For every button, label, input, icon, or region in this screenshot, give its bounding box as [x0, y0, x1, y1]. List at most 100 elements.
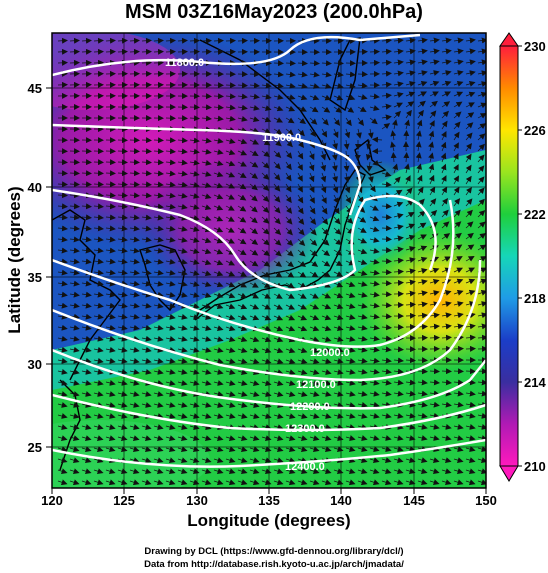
wind-arrow [285, 205, 293, 214]
wind-arrow [308, 150, 315, 161]
wind-arrow [429, 120, 435, 130]
wind-arrow [249, 150, 259, 156]
wind-arrow [129, 192, 140, 199]
wind-arrow [477, 187, 485, 196]
wind-arrow [345, 303, 356, 309]
wind-arrow [81, 236, 92, 243]
wind-arrow [453, 278, 464, 285]
wind-arrow [273, 238, 282, 246]
wind-arrow [369, 280, 380, 287]
wind-arrow [417, 245, 428, 252]
wind-arrow [249, 205, 258, 213]
wind-arrow [141, 346, 152, 353]
wind-arrow [225, 336, 236, 343]
wind-arrow [249, 172, 259, 179]
wind-arrow [129, 380, 140, 386]
wind-arrow [153, 225, 164, 232]
wind-arrow [285, 249, 294, 257]
wind-arrow [440, 163, 447, 174]
wind-arrow [189, 325, 200, 331]
wind-arrow [393, 102, 404, 109]
wind-arrow [453, 164, 459, 174]
wind-arrow [453, 221, 462, 229]
wind-arrow [105, 247, 116, 254]
wind-arrow [393, 59, 404, 66]
wind-arrow [369, 269, 380, 276]
wind-arrow [285, 71, 296, 78]
wind-arrow [453, 267, 464, 274]
wind-arrow [177, 358, 188, 364]
wind-arrow [213, 160, 224, 167]
wind-arrow [201, 182, 212, 188]
wind-arrow [273, 227, 282, 236]
wind-arrow [367, 172, 374, 183]
wind-arrow [453, 59, 464, 66]
wind-arrow [477, 233, 486, 240]
wind-arrow [393, 81, 404, 88]
wind-arrow [369, 258, 380, 265]
wind-arrow [344, 128, 351, 139]
colorbar-scale [499, 45, 519, 467]
wind-arrow [429, 323, 440, 330]
x-tick-label: 135 [258, 493, 280, 508]
wind-arrow [309, 336, 320, 343]
colorbar-tick-label: 222 [524, 207, 546, 222]
wind-arrow [213, 104, 224, 111]
wind-arrow [297, 194, 304, 204]
wind-arrow [165, 280, 176, 287]
colorbar-tick-label: 218 [524, 291, 546, 306]
wind-arrow [225, 358, 236, 365]
wind-arrow [453, 131, 460, 141]
wind-arrow [453, 301, 464, 307]
wind-arrow [57, 346, 68, 353]
wind-arrow [429, 278, 440, 285]
wind-arrow [201, 281, 212, 288]
wind-arrow [273, 82, 284, 89]
wind-arrow [213, 248, 224, 255]
wind-arrow [129, 291, 140, 298]
wind-arrow [177, 292, 188, 298]
wind-arrow [369, 335, 380, 342]
wind-arrow [285, 94, 296, 101]
wind-arrow [453, 198, 461, 207]
wind-arrow [345, 216, 354, 224]
wind-arrow [261, 336, 272, 343]
wind-arrow [177, 203, 188, 210]
wind-arrow [93, 380, 104, 386]
wind-arrow [69, 368, 80, 375]
wind-arrow [393, 213, 404, 219]
wind-arrow [261, 71, 272, 78]
wind-arrow [345, 94, 356, 101]
wind-arrow [201, 369, 212, 375]
wind-arrow [273, 128, 283, 135]
wind-arrow [405, 187, 413, 196]
wind-arrow [117, 313, 128, 320]
wind-arrow [153, 170, 164, 177]
wind-arrow [357, 117, 364, 126]
wind-arrow [273, 139, 282, 147]
wind-arrow [297, 271, 307, 278]
wind-arrow [441, 48, 452, 55]
wind-arrow [201, 204, 212, 211]
wind-arrow [153, 48, 164, 55]
wind-arrow [345, 82, 356, 89]
wind-arrow [57, 357, 68, 364]
wind-arrow [57, 236, 68, 243]
wind-arrow [477, 176, 485, 185]
wind-arrow [321, 369, 332, 375]
wind-arrow [165, 214, 176, 221]
wind-arrow [261, 238, 270, 246]
wind-arrow [405, 91, 416, 98]
wind-arrow [465, 70, 476, 77]
wind-arrow [357, 270, 368, 276]
wind-arrow [285, 117, 295, 124]
wind-arrow [369, 183, 376, 193]
wind-arrow [428, 141, 434, 152]
wind-arrow [429, 312, 440, 319]
wind-arrow [285, 82, 296, 89]
wind-arrow [69, 170, 80, 177]
wind-arrow [297, 249, 306, 257]
wind-arrow [465, 368, 476, 375]
wind-arrow [141, 269, 152, 276]
wind-arrow [237, 104, 248, 111]
